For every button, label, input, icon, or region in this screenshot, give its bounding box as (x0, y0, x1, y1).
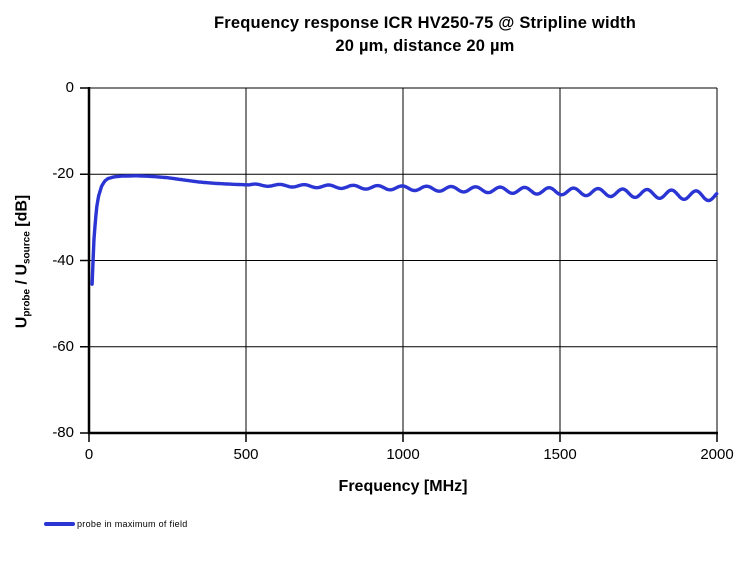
x-tick-label: 2000 (700, 446, 734, 463)
y-tick-label: 0 (65, 79, 74, 96)
y-tick-label: -60 (52, 337, 74, 355)
x-tick-label: 500 (233, 446, 259, 463)
y-tick-label: -20 (52, 165, 74, 183)
legend-label: probe in maximum of field (77, 519, 188, 529)
y-tick-label: -80 (52, 424, 74, 441)
x-tick-label: 0 (84, 446, 94, 463)
y-axis-title: Uprobe / Usource [dB] (13, 194, 33, 329)
x-tick-label: 1000 (386, 446, 420, 463)
series-curve (90, 174, 719, 286)
x-axis-title: Frequency [MHz] (338, 478, 468, 495)
legend: probe in maximum of field (44, 519, 188, 529)
legend-line-swatch (44, 522, 75, 526)
chart-title-line2: 20 µm, distance 20 µm (335, 37, 515, 55)
chart-title: Frequency response ICR HV250-75 @ Stripl… (100, 12, 750, 58)
y-tick-label: -40 (52, 251, 74, 269)
x-tick-label: 1500 (543, 446, 577, 463)
chart-title-line1: Frequency response ICR HV250-75 @ Stripl… (214, 14, 636, 32)
